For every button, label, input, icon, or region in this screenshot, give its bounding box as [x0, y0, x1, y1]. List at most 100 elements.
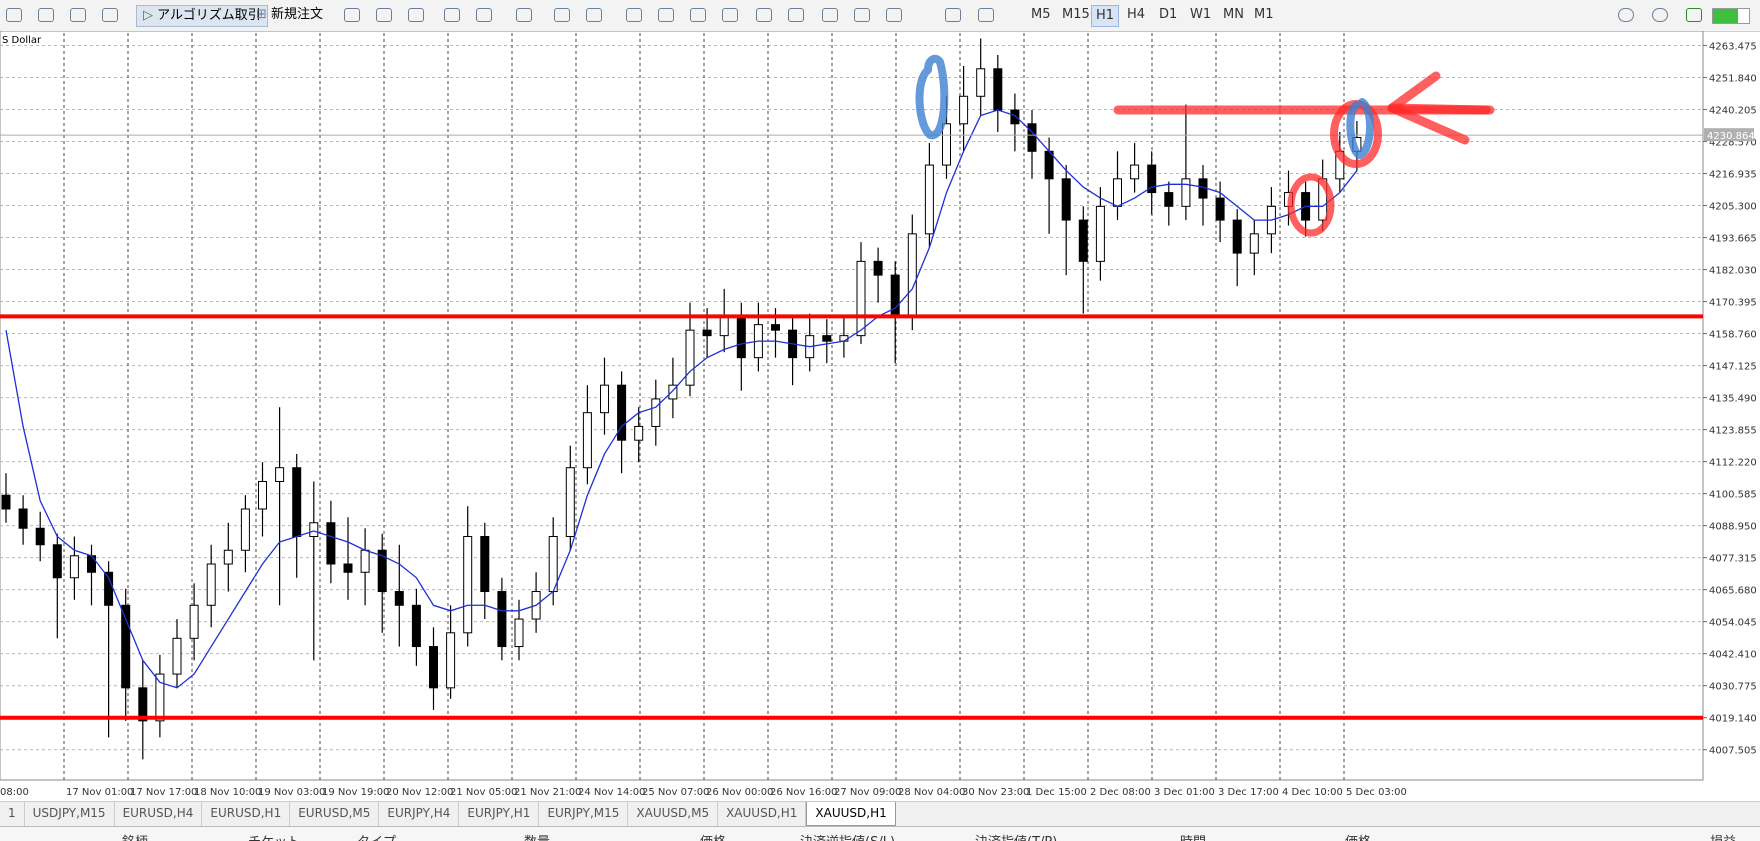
trade-table-header: 銘柄 チケット タイプ 数量 価格 決済逆指値(S/L) 決済指値(T/P) 時間 価格 損益 — [0, 826, 1760, 841]
chart-tab[interactable]: USDJPY,M15 — [25, 802, 115, 826]
candle-body — [1061, 178, 1071, 221]
icon[interactable] — [690, 8, 706, 22]
icon[interactable] — [626, 8, 642, 22]
candle-body — [924, 164, 934, 235]
x-tick-label: 28 Nov 04:00 — [898, 787, 965, 798]
candle-body — [822, 335, 832, 342]
timeframe-button[interactable]: MN — [1223, 7, 1244, 22]
candle-body — [377, 549, 387, 593]
candle-body — [668, 384, 678, 400]
chart-tab[interactable]: EURUSD,M5 — [290, 802, 380, 826]
icon[interactable] — [722, 8, 738, 22]
timeframe-button[interactable]: H1 — [1091, 5, 1120, 27]
icon[interactable] — [344, 8, 360, 22]
candle-body — [360, 549, 370, 573]
chart-tab[interactable]: XAUUSD,H1 — [718, 802, 807, 826]
column-header[interactable]: 価格 — [700, 831, 726, 841]
icon[interactable] — [822, 8, 838, 22]
y-tick-label: 4019.140 — [1709, 714, 1757, 725]
column-header[interactable]: 決済逆指値(S/L) — [800, 831, 895, 841]
column-header[interactable]: 価格 — [1345, 831, 1371, 841]
chart-tab[interactable]: XAUUSD,M5 — [628, 802, 719, 826]
chart-tab[interactable]: EURJPY,H1 — [459, 802, 540, 826]
candle-body — [1249, 233, 1259, 254]
icon[interactable] — [70, 8, 86, 22]
icon[interactable] — [376, 8, 392, 22]
timeframe-button[interactable]: H4 — [1127, 7, 1146, 22]
moving-average — [5, 109, 1358, 689]
y-tick-label: 4251.840 — [1709, 73, 1757, 84]
timeframe-button[interactable]: M15 — [1062, 7, 1090, 22]
icon[interactable] — [886, 8, 902, 22]
candle-body — [565, 467, 575, 538]
icon[interactable] — [854, 8, 870, 22]
icon[interactable] — [788, 8, 804, 22]
drawn-arrow — [1387, 103, 1491, 115]
candle-body — [1181, 178, 1191, 207]
candle-body — [907, 233, 917, 317]
candle-body — [411, 604, 421, 648]
icon[interactable] — [102, 8, 118, 22]
timeframe-button[interactable]: W1 — [1190, 7, 1212, 22]
icon[interactable] — [476, 8, 492, 22]
column-header[interactable]: 損益 — [1710, 831, 1736, 841]
icon[interactable] — [586, 8, 602, 22]
candle-body — [480, 536, 490, 593]
icon[interactable] — [978, 8, 994, 22]
x-tick-label: 4 Dec 10:00 — [1282, 787, 1343, 798]
chart-tab[interactable]: EURUSD,H1 — [202, 802, 291, 826]
candle-body — [189, 604, 199, 639]
column-header[interactable]: 数量 — [524, 831, 550, 841]
column-header[interactable]: タイプ — [357, 831, 396, 841]
x-tick-label: 21 Nov 05:00 — [450, 787, 517, 798]
signal-icon[interactable] — [1686, 8, 1702, 22]
chart-tab[interactable]: XAUUSD,H1 — [806, 802, 896, 826]
icon[interactable] — [38, 8, 54, 22]
y-tick-label: 4216.935 — [1709, 169, 1757, 180]
icon[interactable] — [658, 8, 674, 22]
column-header[interactable]: チケット — [248, 831, 300, 841]
candle-body — [993, 68, 1003, 111]
search-icon[interactable] — [1618, 8, 1634, 22]
timeframe-button[interactable]: M1 — [1254, 7, 1274, 22]
x-tick-label: 3 Dec 17:00 — [1218, 787, 1279, 798]
y-tick-label: 4158.760 — [1709, 330, 1757, 341]
icon[interactable] — [554, 8, 570, 22]
candle-body — [206, 563, 216, 606]
candle-body — [719, 315, 729, 337]
icon[interactable] — [408, 8, 424, 22]
timeframe-button[interactable]: D1 — [1159, 7, 1178, 22]
candle-body — [1078, 219, 1088, 262]
column-header[interactable]: 銘柄 — [122, 831, 148, 841]
icon[interactable] — [6, 8, 22, 22]
drawn-mark — [915, 54, 949, 140]
algo-trading-button[interactable]: ▷ アルゴリズム取引 — [136, 5, 268, 27]
x-tick-label: 08:00 — [0, 787, 29, 798]
chart-tab[interactable]: EURJPY,M15 — [539, 802, 629, 826]
chart-tab[interactable]: 1 — [0, 802, 25, 826]
chart-tab[interactable]: EURJPY,H4 — [379, 802, 460, 826]
candle-body — [326, 522, 336, 565]
button-label: 新規注文 — [271, 7, 324, 22]
icon[interactable] — [945, 8, 961, 22]
chart-tab[interactable]: EURUSD,H4 — [115, 802, 203, 826]
x-tick-label: 25 Nov 07:00 — [642, 787, 709, 798]
candle-body — [69, 555, 79, 579]
icon[interactable] — [444, 8, 460, 22]
account-icon[interactable] — [1652, 8, 1668, 22]
timeframe-button[interactable]: M5 — [1031, 7, 1051, 22]
candle-body — [856, 260, 866, 337]
candle-body — [309, 522, 319, 538]
candle-body — [35, 527, 45, 546]
chart-tabs: 1 USDJPY,M15 EURUSD,H4 EURUSD,H1 EURUSD,M5 EU… — [0, 801, 1760, 826]
icon[interactable] — [516, 8, 532, 22]
icon[interactable] — [756, 8, 772, 22]
candle-body — [617, 384, 627, 441]
new-order-button[interactable]: ⊞ 新規注文 — [256, 7, 324, 22]
column-header[interactable]: 決済指値(T/P) — [975, 831, 1057, 841]
candle-body — [240, 508, 250, 551]
column-header[interactable]: 時間 — [1180, 831, 1206, 841]
candle-body — [429, 646, 438, 689]
candle-body — [1095, 205, 1105, 262]
